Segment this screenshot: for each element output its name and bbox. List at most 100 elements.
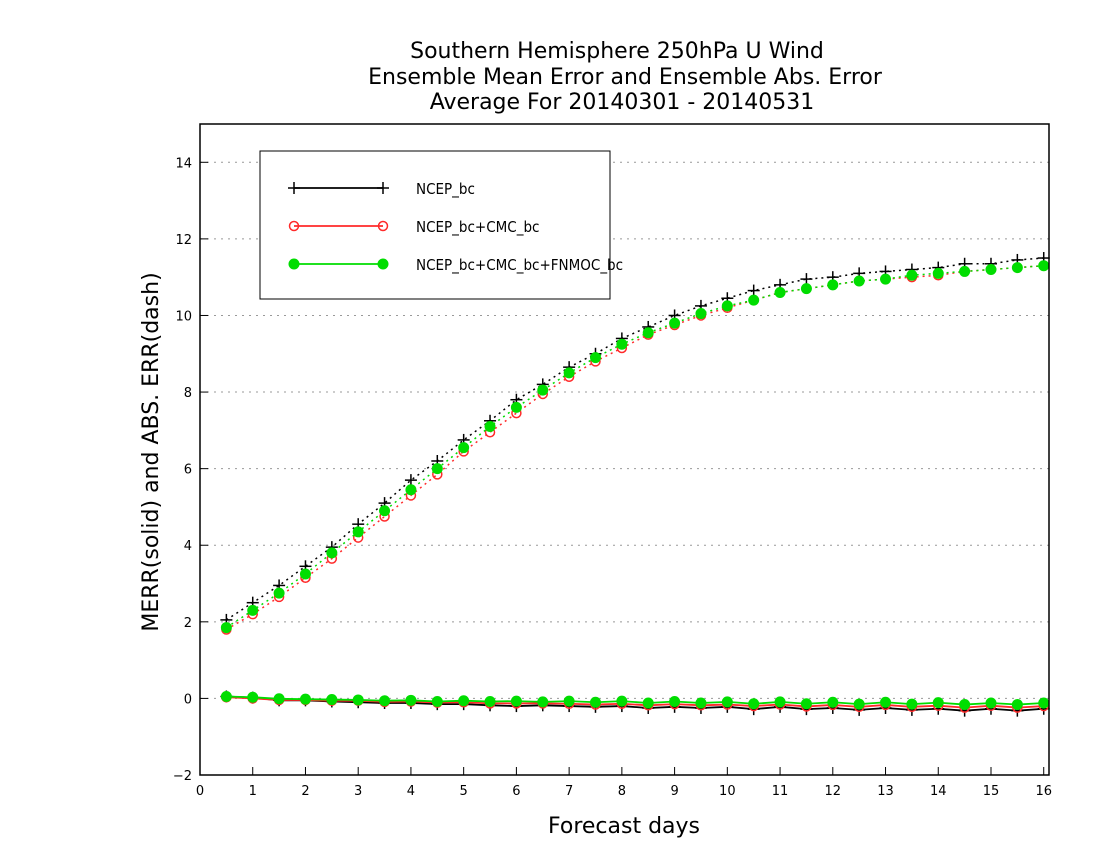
series-3-abs-err-point [774, 286, 786, 298]
x-tick-label: 16 [1035, 784, 1052, 799]
series-3-abs-err-point [326, 547, 338, 559]
series-layer [220, 252, 1050, 717]
series-3-mean-err-point [1011, 699, 1023, 711]
series-3-mean-err-point [220, 690, 232, 702]
series-3-mean-err-point [985, 697, 997, 709]
series-2-abs-err-line [225, 264, 1044, 631]
series-1-abs-err-point [404, 474, 417, 487]
y-axis-label: MERR(solid) and ABS. ERR(dash) [139, 272, 164, 631]
chart-title-line-1: Southern Hemisphere 250hPa U Wind [410, 39, 824, 64]
x-tick-label: 15 [983, 784, 1000, 799]
y-tick-label: 6 [184, 463, 192, 478]
series-3-abs-err-point [1038, 260, 1050, 272]
x-tick-label: 12 [825, 784, 842, 799]
series-3-abs-err-point [247, 604, 259, 616]
series-3-abs-err-point [880, 273, 892, 285]
series-3-abs-err-point [563, 367, 575, 379]
series-3-abs-err-point [616, 338, 628, 350]
series-3-mean-err-point [1038, 697, 1050, 709]
chart-title-line-2: Ensemble Mean Error and Ensemble Abs. Er… [368, 65, 883, 90]
series-3-mean-err-point [589, 696, 601, 708]
series-3-abs-err-point [352, 526, 364, 538]
series-1-abs-err-point [800, 273, 813, 286]
x-axis-label: Forecast days [548, 814, 700, 839]
series-3-abs-err-point [985, 264, 997, 276]
chart-title-line-3: Average For 20140301 - 20140531 [430, 90, 815, 115]
legend-marker-left-3 [288, 258, 300, 270]
series-3-abs-err-point [431, 463, 443, 475]
series-3-abs-err-point [273, 587, 285, 599]
series-1-abs-err-line [225, 257, 1044, 621]
series-3-mean-err-point [906, 698, 918, 710]
series-3-abs-err-point [589, 352, 601, 364]
y-tick-label: 12 [175, 233, 192, 248]
series-3-abs-err-point [484, 421, 496, 433]
y-tick-label: 0 [184, 692, 192, 707]
series-3-mean-err-point [510, 695, 522, 707]
series-3-abs-err-point [932, 267, 944, 279]
x-tick-label: 8 [618, 784, 626, 799]
y-tick-label: 10 [175, 309, 192, 324]
series-3-mean-err-point [669, 695, 681, 707]
series-3-abs-err-point [299, 568, 311, 580]
series-3-abs-err-point [1011, 262, 1023, 274]
series-3-mean-err-point [774, 696, 786, 708]
x-tick-label: 0 [196, 784, 204, 799]
series-3-abs-err-point [959, 265, 971, 277]
y-tick-label: −2 [173, 769, 192, 784]
series-3-mean-err-point [827, 696, 839, 708]
series-3-abs-err-point [220, 622, 232, 634]
series-3-mean-err-point [563, 695, 575, 707]
plot-frame [199, 123, 1050, 776]
x-tick-label: 1 [249, 784, 257, 799]
series-3-mean-err-point [273, 693, 285, 705]
series-3-abs-err-point [510, 401, 522, 413]
series-3-mean-err-point [537, 696, 549, 708]
x-tick-label: 3 [354, 784, 362, 799]
series-3-abs-err-point [721, 300, 733, 312]
series-3-mean-err-point [695, 697, 707, 709]
series-3-mean-err-point [721, 696, 733, 708]
x-tick-label: 13 [877, 784, 894, 799]
series-3-mean-err-point [616, 695, 628, 707]
x-tick-label: 7 [565, 784, 573, 799]
legend-label-1: NCEP_bc [416, 180, 475, 199]
series-3-mean-err-point [642, 697, 654, 709]
y-tick-label: 8 [184, 386, 192, 401]
series-3-abs-err-point [695, 308, 707, 320]
y-tick-label: 14 [175, 156, 192, 171]
x-tick-label: 5 [460, 784, 468, 799]
legend-items: NCEP_bc NCEP_bc+CMC_bc NCEP_bc+CMC_bc+FNMO… [288, 180, 623, 275]
series-3-abs-err-point [827, 279, 839, 291]
series-3-abs-err-point [669, 317, 681, 329]
series-3-abs-err-point [642, 327, 654, 339]
series-3-mean-err-point [959, 699, 971, 711]
series-3-mean-err-point [431, 695, 443, 707]
x-tick-label: 10 [719, 784, 736, 799]
legend-label-3: NCEP_bc+CMC_bc+FNMOC_bc [416, 256, 623, 275]
series-3-mean-err-point [299, 693, 311, 705]
series-3-abs-err-point [853, 275, 865, 287]
series-3-mean-err-point [484, 695, 496, 707]
series-3-mean-err-point [748, 698, 760, 710]
series-3-abs-err-point [458, 442, 470, 454]
legend-marker-right-1 [377, 182, 389, 194]
legend-marker-right-3 [377, 258, 389, 270]
x-tick-label: 2 [301, 784, 309, 799]
series-3-abs-err-point [537, 384, 549, 396]
y-tick-label: 2 [184, 616, 192, 631]
y-tick-label: 4 [184, 539, 192, 554]
legend-label-2: NCEP_bc+CMC_bc [416, 218, 539, 237]
series-3-abs-err-point [906, 269, 918, 281]
legend-marker-left-2 [288, 220, 300, 232]
legend: NCEP_bc NCEP_bc+CMC_bc NCEP_bc+CMC_bc+FNMO… [259, 150, 623, 300]
series-3-abs-err-point [748, 294, 760, 306]
series-3-mean-err-point [405, 694, 417, 706]
series-3-mean-err-point [932, 697, 944, 709]
series-3-abs-err-point [405, 484, 417, 496]
legend-marker-right-2 [377, 220, 389, 232]
series-3-abs-err-point [800, 283, 812, 295]
